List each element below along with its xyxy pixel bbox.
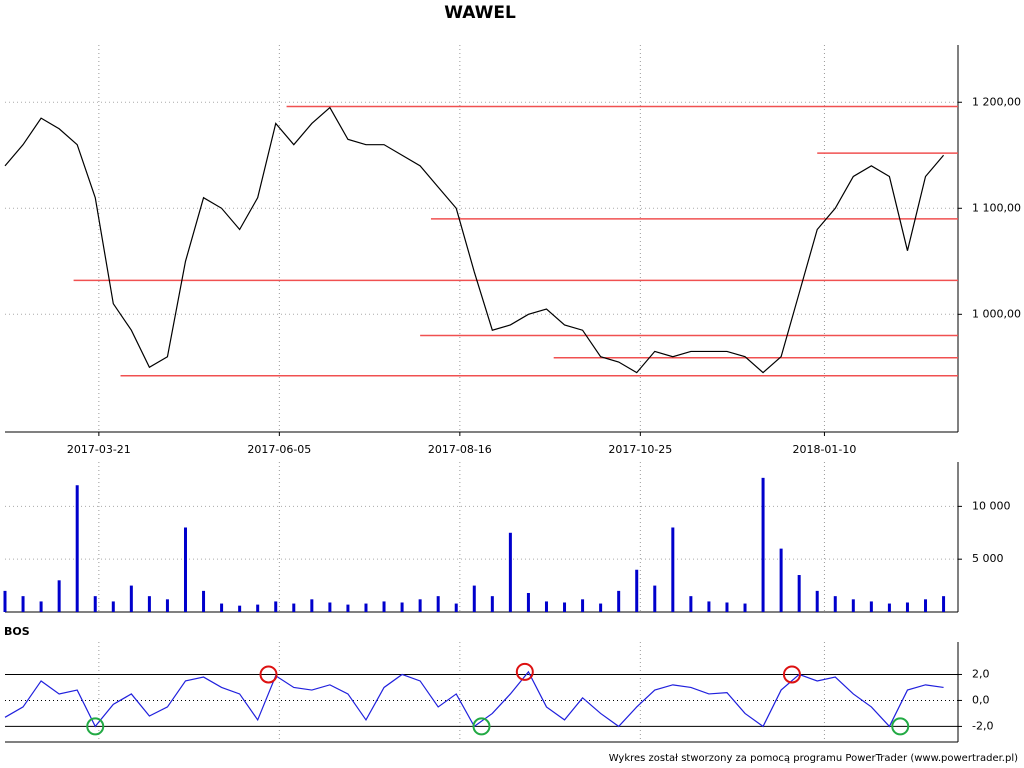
line [4, 106, 945, 374]
bar [57, 580, 61, 612]
bar [364, 603, 368, 612]
bar [851, 599, 855, 612]
signal-circle [891, 717, 910, 736]
x-tick-label: 2017-08-16 [428, 443, 492, 456]
bar [743, 603, 747, 612]
bar [382, 601, 386, 612]
footer: Wykres został stworzony za pomocą progra… [609, 753, 1018, 764]
x-tick-label: 2017-03-21 [67, 443, 131, 456]
panel-label: BOS [4, 625, 30, 638]
bar [508, 532, 512, 612]
y-tick-label: 1 000,00 [972, 307, 1021, 320]
bar [202, 590, 206, 612]
bar [21, 596, 25, 612]
bar [581, 599, 585, 612]
bar [617, 590, 621, 612]
bar [183, 527, 187, 612]
y-tick-label: 5 000 [972, 552, 1004, 565]
bar [779, 548, 783, 612]
bar [472, 585, 476, 612]
bar [942, 596, 946, 612]
bar [256, 604, 260, 612]
bar [454, 603, 458, 612]
bar [689, 596, 693, 612]
bar [815, 590, 819, 612]
chart-title: WAWEL [444, 3, 516, 23]
bar [635, 569, 639, 612]
bar [761, 477, 765, 612]
bar [111, 601, 115, 612]
bar [924, 599, 928, 612]
bar [563, 602, 567, 612]
bar [165, 599, 169, 612]
bar [725, 602, 729, 612]
signal-circle [472, 717, 491, 736]
bar [310, 599, 314, 612]
bar [238, 605, 242, 612]
bar [147, 596, 151, 612]
bar [869, 601, 873, 612]
y-tick-label: 0,0 [972, 693, 990, 706]
signal-circle [86, 717, 105, 736]
signal-circle [515, 662, 534, 681]
bar [671, 527, 675, 612]
bar [653, 585, 657, 612]
bar [39, 601, 43, 612]
bar [292, 603, 296, 612]
y-tick-label: 1 100,00 [972, 201, 1021, 214]
bar [75, 485, 79, 612]
bar [544, 601, 548, 612]
bar [526, 592, 530, 612]
bar [490, 596, 494, 612]
signal-circle [782, 665, 801, 684]
bar [887, 603, 891, 612]
bar [346, 604, 350, 612]
bar [707, 601, 711, 612]
x-tick-label: 2018-01-10 [792, 443, 856, 456]
bar [328, 602, 332, 612]
bar [905, 602, 909, 612]
bar [436, 596, 440, 612]
bar [274, 601, 278, 612]
bar [797, 575, 801, 612]
bar [3, 590, 7, 612]
bar [129, 585, 133, 612]
bar [833, 596, 837, 612]
bar [220, 603, 224, 612]
y-tick-label: 2,0 [972, 667, 990, 680]
bar [418, 599, 422, 612]
y-tick-label: -2,0 [972, 719, 993, 732]
bar [599, 603, 603, 612]
y-tick-label: 10 000 [972, 499, 1011, 512]
x-tick-label: 2017-06-05 [247, 443, 311, 456]
bar [93, 596, 97, 612]
y-tick-label: 1 200,00 [972, 95, 1021, 108]
bar [400, 602, 404, 612]
x-tick-label: 2017-10-25 [608, 443, 672, 456]
signal-circle [259, 665, 278, 684]
